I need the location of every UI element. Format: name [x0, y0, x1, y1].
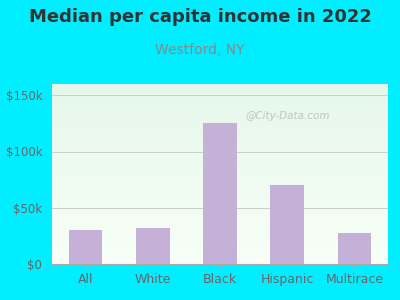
Bar: [136, 228, 170, 264]
Text: Westford, NY: Westford, NY: [155, 44, 245, 58]
Text: @City-Data.com: @City-Data.com: [245, 111, 330, 122]
Bar: [203, 123, 237, 264]
Bar: [338, 232, 371, 264]
Bar: [270, 185, 304, 264]
Bar: [69, 230, 102, 264]
Text: Median per capita income in 2022: Median per capita income in 2022: [28, 8, 372, 26]
